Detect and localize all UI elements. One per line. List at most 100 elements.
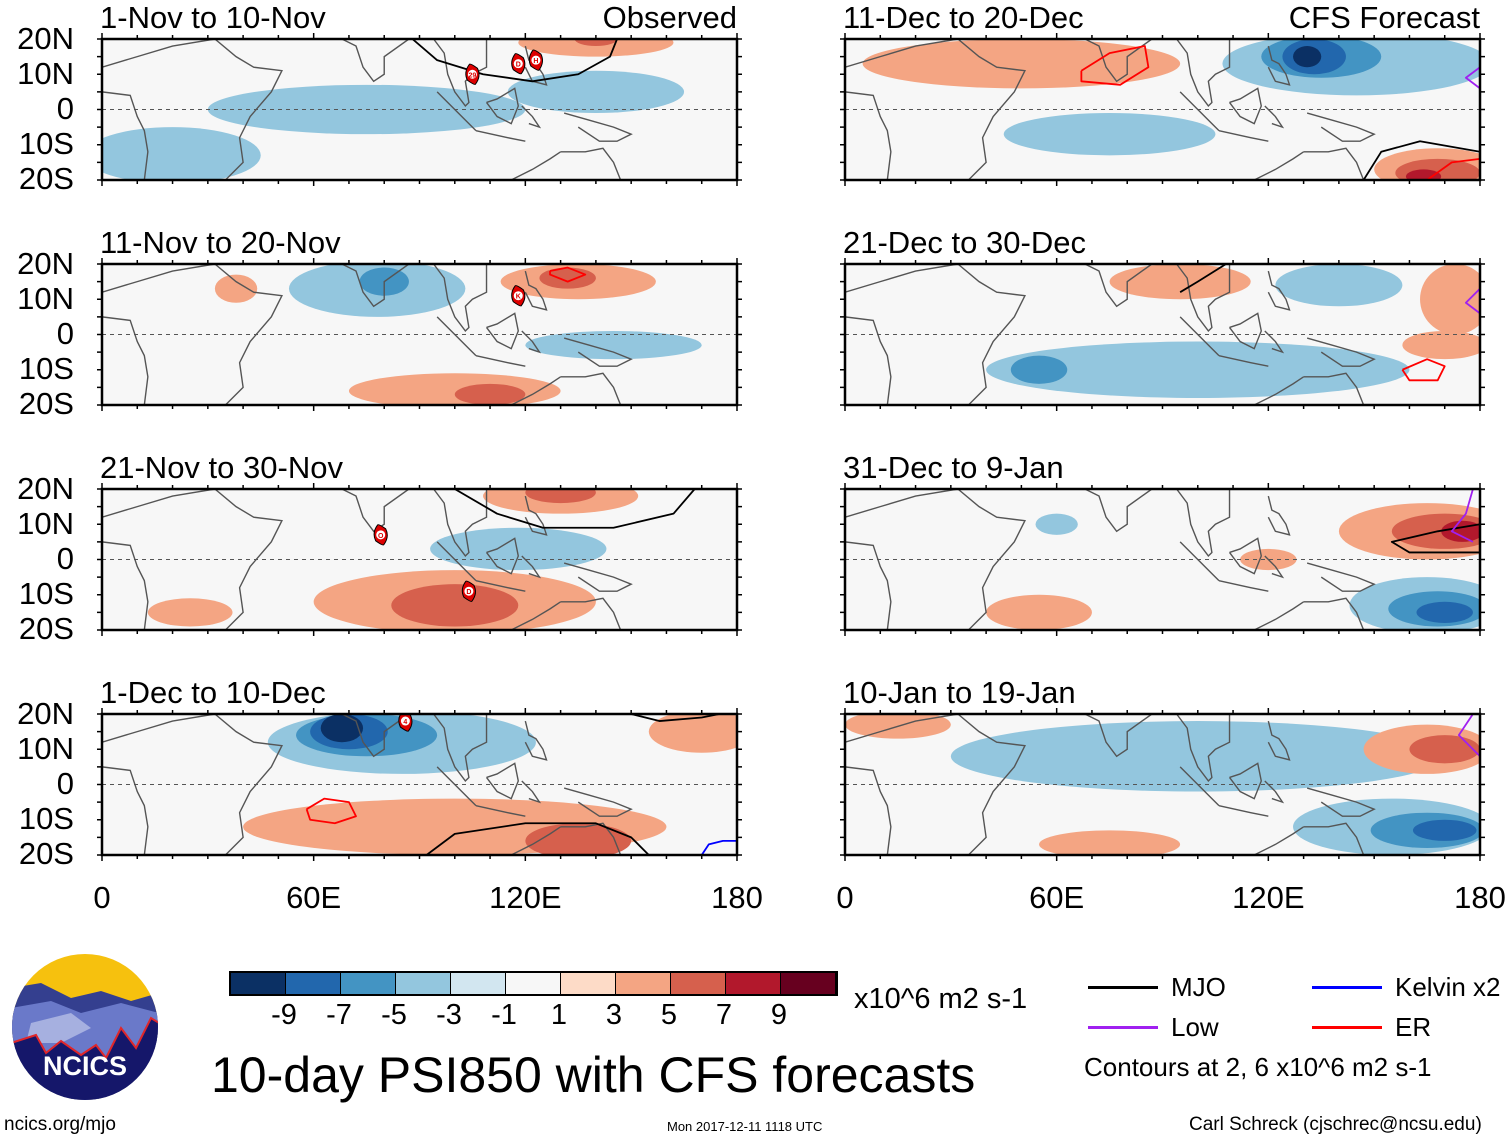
er-contour [305,797,357,825]
anomaly-shading [648,714,737,753]
colorbar-swatch [396,973,451,994]
map-content [845,264,1480,405]
storm-label: O [378,533,384,540]
anomaly-shading [430,527,607,571]
coastline [560,147,622,180]
colorbar-swatch [616,973,671,994]
coastline [1303,822,1365,855]
storm-icon: D [511,53,526,75]
coastline [1084,714,1153,758]
anomaly-shading [320,714,364,743]
coastline [560,372,622,405]
ncics-logo: NCICS [11,953,159,1101]
mjo-contour [454,489,696,529]
anomaly-shading [986,594,1092,630]
lat-label: 20S [18,836,74,871]
coastline [102,264,283,405]
colorbar-swatch [286,973,341,994]
coastline [475,579,526,592]
lat-label: 20N [17,696,74,731]
lon-label: 0 [93,880,111,915]
legend-label: ER [1395,1012,1432,1042]
coastline [433,264,488,333]
coastline [524,495,548,536]
storm-icon: 4 [398,714,413,732]
coastline [845,316,892,405]
anomaly-shading [986,341,1410,398]
anomaly-shading [1420,264,1480,335]
coastline [475,129,526,142]
low-contour [1464,66,1480,90]
coastline [845,39,1026,180]
storm-icon: 29 [465,63,480,85]
coastline [845,766,892,855]
lon-label: 60E [286,880,342,915]
anomaly-shading [1035,513,1078,535]
coastline [1176,39,1231,108]
coastline [436,766,477,807]
footer-author: Carl Schreck (cjschrec@ncsu.edu) [1189,1114,1482,1135]
coastline [1228,762,1263,800]
anomaly-shading [950,721,1445,792]
anomaly-shading [862,39,1181,89]
storm-label: 29 [469,72,477,79]
coastline [1264,330,1285,354]
coastline [1306,337,1376,367]
map-content: 4 [102,714,737,855]
coastline [102,316,149,405]
coastline [1243,601,1304,630]
lat-label: 20S [18,161,74,196]
coastline [436,316,477,357]
lat-label: 0 [56,766,74,801]
anomaly-shading [1405,169,1442,180]
coastline [563,787,633,817]
map-content [845,39,1480,180]
storm-eye [400,716,410,726]
lat-label: 20S [18,386,74,421]
map-panel [840,708,1485,861]
anomaly-shading [525,823,632,855]
coastline [521,105,542,129]
storm-label: H [533,58,538,65]
coastline [1179,541,1220,582]
anomaly-shading [1409,735,1480,764]
storm-eye [513,59,523,69]
colorbar-tick-label: 9 [770,999,788,1031]
map-panel [840,33,1485,186]
lat-label: 10N [17,506,74,541]
coastline [1303,597,1365,630]
coastline [1228,87,1263,125]
coastline [1218,804,1269,817]
mjo-contour [630,714,720,722]
mjo-contour [426,822,650,855]
coastline [341,489,410,533]
coastline [521,780,542,804]
coastline [1084,489,1153,533]
anomaly-shading [574,39,618,47]
er-contour [1080,45,1150,86]
storm-icon: K [511,285,526,307]
coastline [1179,91,1220,132]
figure-title: 10-day PSI850 with CFS forecasts [211,1047,976,1103]
coastline [341,39,410,83]
legend-swatch-low [1088,1026,1158,1029]
colorbar-units: x10^6 m2 s-1 [854,983,1028,1015]
legend-swatch-mjo [1088,986,1158,989]
coastline [436,541,477,582]
coastline [563,337,633,367]
coastline [1179,766,1220,807]
coastline [485,312,520,350]
coastline [845,91,892,180]
coastline [1084,39,1153,83]
footer-url[interactable]: ncics.org/mjo [4,1114,116,1135]
colorbar-swatch [781,973,836,994]
coastline [485,537,520,575]
lat-label: 0 [56,91,74,126]
lat-label: 10N [17,281,74,316]
coastline [500,601,561,630]
coastline [1218,579,1269,592]
coastline [563,562,633,592]
legend-label: MJO [1171,972,1226,1002]
er-contour [549,266,587,283]
coastline [845,264,1026,405]
